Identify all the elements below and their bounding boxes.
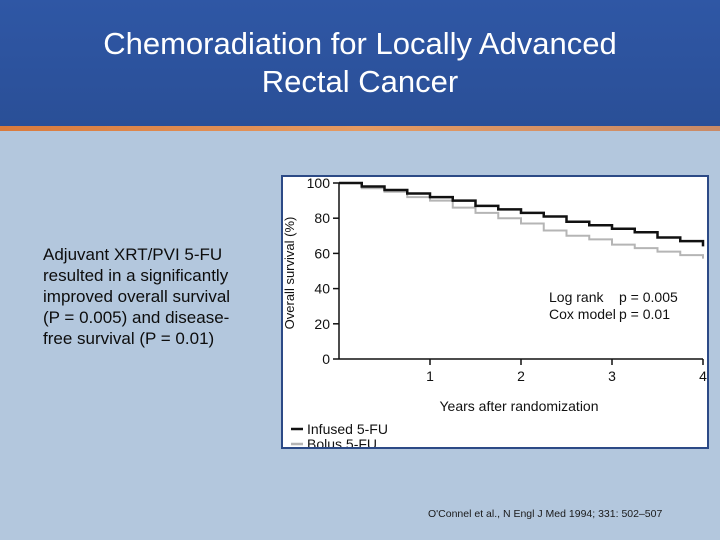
x-tick-label: 3 bbox=[608, 368, 616, 384]
chart-svg: Overall survival (%) Years after randomi… bbox=[283, 177, 707, 447]
y-tick-label: 0 bbox=[322, 351, 330, 367]
slide-title-line-1: Chemoradiation for Locally Advanced bbox=[103, 26, 617, 61]
annotation-cox-label: Cox model bbox=[549, 306, 616, 322]
annotation-logrank-p: p = 0.005 bbox=[619, 289, 678, 305]
title-bar: Chemoradiation for Locally Advanced Rect… bbox=[0, 0, 720, 126]
body-line-5: free survival (P = 0.01) bbox=[43, 329, 215, 348]
legend-label-infused: Infused 5-FU bbox=[307, 421, 388, 437]
body-line-1: Adjuvant XRT/PVI 5-FU bbox=[43, 245, 223, 264]
annotation-cox-p: p = 0.01 bbox=[619, 306, 670, 322]
survival-chart: Overall survival (%) Years after randomi… bbox=[281, 175, 709, 449]
body-text: Adjuvant XRT/PVI 5-FU resulted in a sign… bbox=[43, 244, 273, 349]
x-tick-label: 2 bbox=[517, 368, 525, 384]
x-tick-label: 4 bbox=[699, 368, 707, 384]
body-line-2: resulted in a significantly bbox=[43, 266, 229, 285]
annotation-logrank-label: Log rank bbox=[549, 289, 604, 305]
y-tick-label: 60 bbox=[314, 245, 330, 261]
y-tick-label: 40 bbox=[314, 281, 330, 297]
body-line-3: improved overall survival bbox=[43, 287, 231, 306]
x-tick-label: 1 bbox=[426, 368, 434, 384]
citation: O'Connel et al., N Engl J Med 1994; 331:… bbox=[428, 508, 663, 520]
y-axis-label: Overall survival (%) bbox=[283, 217, 297, 330]
x-axis-label: Years after randomization bbox=[439, 398, 598, 414]
y-tick-label: 100 bbox=[307, 177, 331, 191]
series-line-infused bbox=[339, 181, 705, 247]
accent-stripe bbox=[0, 126, 720, 131]
slide-title-line-2: Rectal Cancer bbox=[261, 64, 459, 99]
y-tick-label: 20 bbox=[314, 316, 330, 332]
y-tick-label: 80 bbox=[314, 210, 330, 226]
legend-label-bolus: Bolus 5-FU bbox=[307, 436, 377, 447]
series-line-bolus bbox=[339, 182, 704, 259]
body-line-4: (P = 0.005) and disease- bbox=[43, 308, 230, 327]
